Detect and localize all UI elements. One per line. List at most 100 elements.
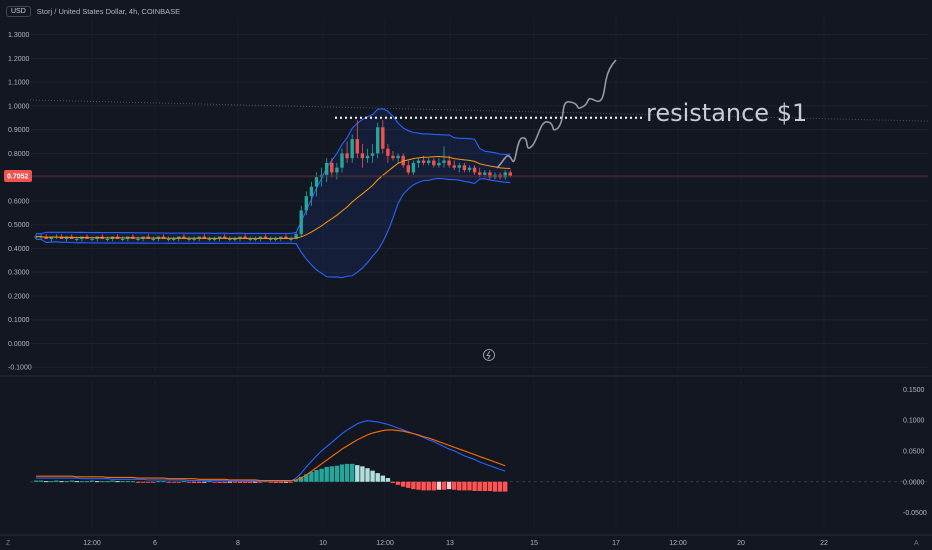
macd-histogram-bar bbox=[120, 481, 125, 483]
macd-histogram-bar bbox=[283, 481, 289, 483]
currency-button[interactable]: USD bbox=[6, 5, 31, 17]
candle-body bbox=[488, 172, 492, 178]
macd-histogram-bar bbox=[186, 481, 192, 483]
macd-histogram-bar bbox=[380, 475, 385, 482]
candle-body bbox=[212, 238, 217, 240]
macd-histogram-bar bbox=[95, 481, 100, 483]
candle-body bbox=[299, 210, 303, 235]
macd-histogram-bar bbox=[278, 481, 283, 483]
y-tick-label: 0.2000 bbox=[8, 293, 30, 300]
macd-histogram-bar bbox=[54, 480, 59, 482]
macd-y-tick-label: 0.1500 bbox=[903, 387, 925, 394]
candle-body bbox=[279, 236, 283, 239]
macd-histogram-bar bbox=[416, 481, 421, 490]
y-tick-label: 0.6000 bbox=[8, 198, 30, 205]
x-tick-label: 6 bbox=[153, 540, 157, 547]
macd-histogram-bar bbox=[69, 480, 74, 482]
macd-histogram-bar bbox=[110, 480, 115, 482]
macd-histogram-bar bbox=[365, 468, 370, 482]
x-tick-label: 17 bbox=[612, 540, 620, 547]
candle-body bbox=[90, 238, 94, 240]
macd-histogram-bar bbox=[503, 481, 508, 492]
candle-body bbox=[187, 238, 191, 240]
candle-body bbox=[508, 172, 512, 176]
candle-body bbox=[248, 238, 252, 240]
macd-histogram-bar bbox=[166, 481, 171, 483]
macd-histogram-bar bbox=[299, 476, 304, 482]
macd-histogram-bar bbox=[125, 481, 130, 483]
y-tick-label: 0.1000 bbox=[8, 317, 30, 324]
candle-body bbox=[258, 236, 263, 239]
macd-histogram-bar bbox=[258, 481, 263, 483]
macd-histogram-bar bbox=[355, 465, 360, 482]
y-tick-label: 0.0000 bbox=[8, 341, 30, 348]
macd-histogram-bar bbox=[130, 481, 136, 483]
macd-histogram-bar bbox=[288, 481, 294, 483]
timezone-corner[interactable]: Z bbox=[6, 540, 11, 547]
macd-histogram-bar bbox=[84, 481, 90, 483]
macd-histogram-bar bbox=[207, 481, 212, 483]
macd-histogram-bar bbox=[390, 481, 396, 483]
macd-histogram-bar bbox=[273, 481, 278, 483]
macd-histogram-bar bbox=[385, 478, 391, 482]
candle-body bbox=[274, 238, 278, 240]
macd-histogram-bar bbox=[406, 481, 411, 488]
y-tick-label: 0.9000 bbox=[8, 127, 30, 134]
resistance-annotation-text: resistance $1 bbox=[646, 99, 807, 127]
auto-scale-corner[interactable]: A bbox=[914, 540, 919, 547]
macd-histogram-bar bbox=[44, 481, 49, 483]
candle-body bbox=[233, 238, 237, 240]
candle-body bbox=[447, 160, 451, 166]
macd-histogram-bar bbox=[64, 481, 69, 483]
candle-body bbox=[396, 155, 400, 159]
macd-histogram-bar bbox=[457, 481, 462, 491]
candle-body bbox=[192, 238, 196, 240]
projection-squiggle bbox=[496, 59, 617, 169]
y-tick-label: 0.4000 bbox=[8, 246, 30, 253]
macd-histogram-bar bbox=[253, 481, 258, 483]
y-tick-label: -0.1000 bbox=[8, 365, 32, 372]
macd-y-tick-label: 0.1000 bbox=[903, 418, 925, 425]
macd-histogram-bar bbox=[426, 481, 431, 491]
macd-histogram-bar bbox=[360, 466, 365, 482]
macd-histogram-bar bbox=[100, 481, 105, 483]
alert-icon[interactable] bbox=[483, 349, 495, 361]
candle-body bbox=[136, 238, 140, 240]
bollinger-lower-line bbox=[36, 177, 511, 279]
candle-body bbox=[330, 162, 334, 173]
macd-histogram-bar bbox=[38, 480, 44, 482]
candle-body bbox=[263, 236, 268, 239]
symbol-title: Storj / United States Dollar, 4h, COINBA… bbox=[36, 6, 181, 16]
candle-body bbox=[483, 172, 487, 175]
candle-body bbox=[432, 160, 436, 166]
macd-histogram-bar bbox=[350, 463, 355, 482]
candle-body bbox=[462, 165, 467, 171]
macd-histogram-bar bbox=[467, 481, 472, 491]
x-tick-label: 12:00 bbox=[669, 540, 687, 547]
candle-body bbox=[427, 160, 431, 163]
candle-body bbox=[503, 172, 507, 178]
candle-body bbox=[340, 153, 344, 168]
macd-histogram-bar bbox=[237, 481, 243, 483]
macd-histogram-bar bbox=[242, 481, 248, 483]
candle-body bbox=[64, 236, 69, 239]
macd-histogram-bar bbox=[79, 481, 85, 483]
alert-icon-bolt bbox=[486, 350, 491, 360]
macd-histogram-bar bbox=[140, 481, 146, 483]
macd-histogram-bar bbox=[49, 481, 54, 483]
candle-body bbox=[457, 165, 461, 168]
macd-histogram-bar bbox=[411, 481, 416, 490]
candle-body bbox=[411, 162, 416, 173]
macd-histogram-bar bbox=[293, 479, 299, 482]
candle-body bbox=[105, 238, 110, 240]
candle-body bbox=[421, 160, 426, 163]
macd-histogram-bar bbox=[462, 481, 467, 491]
macd-histogram-bar bbox=[115, 481, 120, 483]
candle-body bbox=[376, 127, 380, 154]
y-tick-label: 0.5000 bbox=[8, 222, 30, 229]
candle-body bbox=[207, 238, 212, 240]
candle-body bbox=[284, 236, 288, 239]
chart-header: USD Storj / United States Dollar, 4h, CO… bbox=[6, 4, 180, 18]
macd-histogram-bar bbox=[181, 481, 187, 483]
